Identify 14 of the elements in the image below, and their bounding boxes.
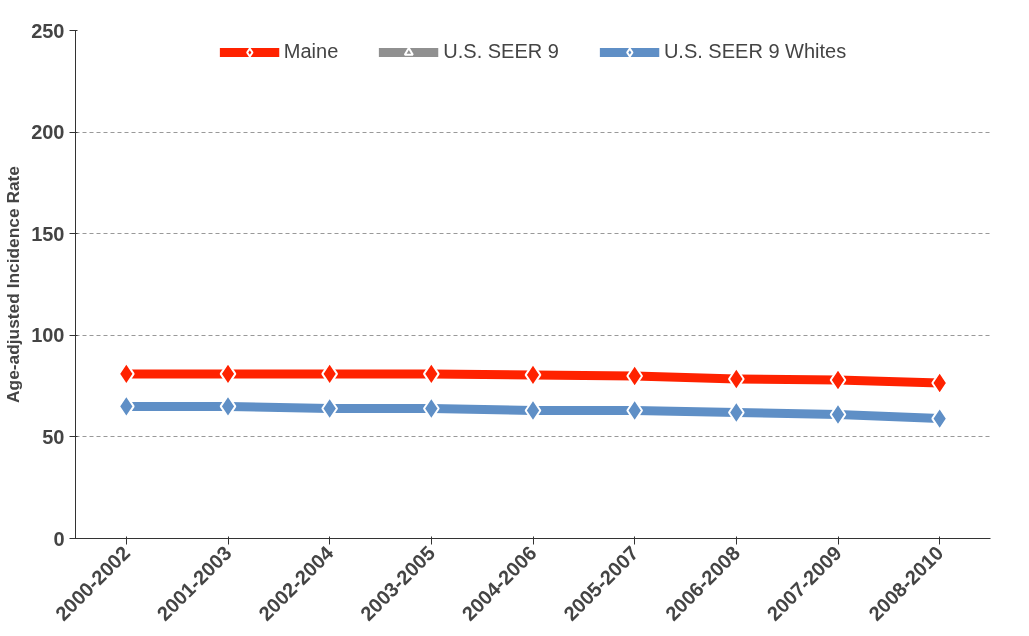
y-tick-label: 150 — [31, 222, 65, 245]
y-tick-label: 250 — [31, 19, 65, 42]
point — [829, 402, 847, 427]
legend-label: U.S. SEER 9 Whites — [663, 40, 847, 63]
point — [524, 398, 542, 423]
y-tick-label: 100 — [31, 324, 65, 347]
y-tick-label: 50 — [42, 425, 65, 448]
y-axis-title: Age-adjusted Incidence Rate — [3, 165, 24, 403]
y-tick-label: 0 — [53, 527, 65, 550]
point — [219, 394, 237, 419]
y-tick-label: 200 — [31, 121, 65, 144]
point — [829, 368, 847, 392]
legend-label: U.S. SEER 9 — [443, 40, 559, 63]
legend-label: Maine — [283, 40, 339, 63]
